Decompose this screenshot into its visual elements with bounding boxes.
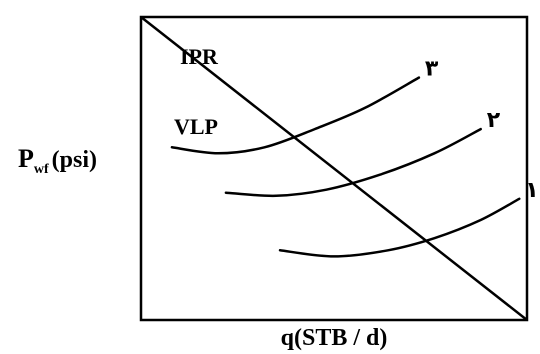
y-axis-label: Pwf (psi) [18, 144, 97, 177]
ipr-label: IPR [180, 44, 219, 69]
y-axis-label-main: P [18, 144, 34, 173]
vlp-curve-3-label: ۱ [525, 178, 538, 203]
vlp-label: VLP [174, 114, 218, 139]
vlp-curve-2-label: ۲ [487, 108, 501, 133]
plot-frame [139, 15, 529, 322]
vlp-curve-2 [224, 127, 482, 198]
vlp-curve-3 [278, 197, 521, 258]
vlp-curve-1-label: ۳ [425, 57, 439, 82]
series-layer: ۳ ۲ ۱ [140, 16, 539, 321]
vlp-curve-1 [170, 76, 421, 155]
y-axis-label-subscript: wf [34, 162, 49, 177]
y-axis-label-unit: (psi) [52, 147, 97, 173]
ipr-line [140, 16, 528, 321]
x-axis-label: q(STB / d) [281, 325, 388, 351]
